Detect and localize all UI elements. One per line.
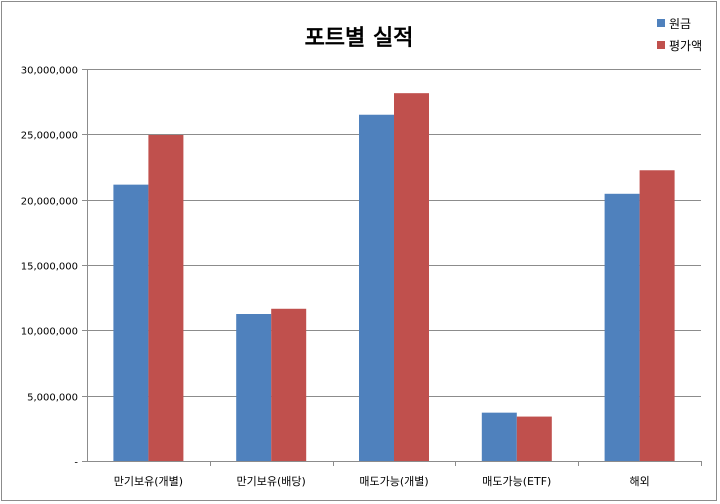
chart-title: 포트별 실적 bbox=[305, 26, 414, 51]
x-tick-labels: 만기보유(개별) 만기보유(배당) 매도가능(개별) 매도가능(ETF) 해외 bbox=[114, 474, 650, 488]
x-tick-label: 만기보유(개별) bbox=[114, 475, 183, 488]
bar-valuation bbox=[271, 308, 307, 461]
legend-label: 원금 bbox=[669, 17, 691, 31]
bar-principal bbox=[113, 184, 149, 461]
bar-principal bbox=[604, 193, 640, 461]
y-tick-label: 25,000,000 bbox=[21, 131, 78, 142]
y-tick-label: 10,000,000 bbox=[21, 327, 78, 338]
bar-principal bbox=[236, 314, 272, 461]
legend-swatch bbox=[657, 41, 665, 49]
x-tick-label: 매도가능(ETF) bbox=[482, 475, 551, 488]
bar-principal bbox=[481, 412, 517, 461]
y-tick-label: 20,000,000 bbox=[21, 197, 78, 208]
legend-label: 평가액 bbox=[669, 39, 702, 53]
axes bbox=[82, 69, 702, 466]
y-tick-label: 30,000,000 bbox=[21, 66, 78, 77]
y-tick-label: 15,000,000 bbox=[21, 262, 78, 273]
x-tick-label: 만기보유(배당) bbox=[237, 475, 306, 488]
y-tick-labels: - 5,000,000 10,000,000 15,000,000 20,000,000… bbox=[21, 66, 79, 469]
bars bbox=[113, 93, 675, 461]
bar-valuation bbox=[148, 134, 184, 461]
x-tick-label: 해외 bbox=[629, 474, 649, 488]
y-tick-label: - bbox=[74, 458, 78, 469]
legend-swatch bbox=[657, 19, 665, 27]
x-tick-label: 매도가능(개별) bbox=[359, 475, 428, 488]
y-tick-label: 5,000,000 bbox=[27, 393, 78, 404]
bar-principal bbox=[359, 114, 394, 461]
bar-valuation bbox=[516, 416, 552, 461]
bar-valuation bbox=[639, 170, 675, 461]
bar-valuation bbox=[394, 93, 429, 461]
